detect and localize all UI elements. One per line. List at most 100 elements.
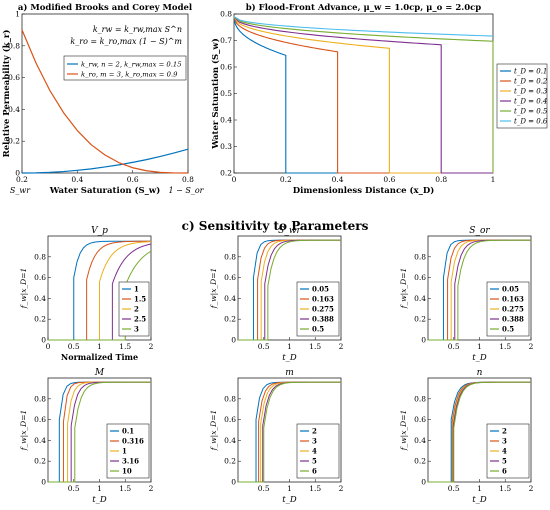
y-axis-label: f_w|x_D=1 <box>19 268 28 310</box>
x-tick-label: 1 <box>287 484 292 493</box>
legend-label-3: 5 <box>502 457 507 466</box>
series-line-4 <box>48 250 152 341</box>
y-tick-label: 0.3 <box>220 142 232 151</box>
y-tick-label: 0.4 <box>414 436 426 445</box>
x-extra-left-label: S_wr <box>10 186 31 195</box>
y-axis-label: f_w|x_D=1 <box>209 410 218 452</box>
section-c-title: c) Sensitivity to Parameters <box>182 219 369 233</box>
x-axis-label: t_D <box>472 495 487 505</box>
series-line-2 <box>48 241 152 341</box>
y-tick-label: 0.6 <box>8 73 20 82</box>
y-tick-label: 0.4 <box>414 294 426 303</box>
legend-label-4: 6 <box>312 467 317 476</box>
y-tick-label: 0.2 <box>414 315 426 324</box>
legend-label-1: 0.163 <box>502 295 524 304</box>
series-line-4 <box>428 381 531 483</box>
series-line-4 <box>233 16 494 173</box>
chart-title: V_p <box>91 226 108 236</box>
equation-kro: k_ro = k_ro,max (1 − S)^m <box>70 37 182 46</box>
series-line-2 <box>233 16 493 174</box>
legend-box <box>63 55 187 81</box>
x-tick-label: 1.5 <box>309 342 321 351</box>
x-axis-label: Normalized Time <box>61 352 138 362</box>
x-axis-label: Dimensionless Distance (x_D) <box>293 185 435 196</box>
y-tick-label: 0.4 <box>34 294 46 303</box>
x-tick-label: 0.5 <box>68 484 80 493</box>
legend-label-1: t_D = 0.2 <box>514 78 548 86</box>
legend-label-2: t_D = 0.3 <box>514 88 548 96</box>
x-tick-label: 1.5 <box>119 342 131 351</box>
legend-label-3: 5 <box>312 457 317 466</box>
y-axis-label: f_w|x_D=1 <box>19 410 28 452</box>
y-axis-label: f_w|x_D=1 <box>399 268 408 310</box>
legend-label-0: t_D = 0.1 <box>514 68 547 76</box>
x-tick-label: 0.5 <box>68 342 80 351</box>
y-tick-label: 0.4 <box>224 294 236 303</box>
x-tick-label: 0.8 <box>435 175 447 184</box>
x-tick-label: 1 <box>97 342 102 351</box>
panel-b: 0 0.2 0.4 0.6 0.8 10.20.30.40.50.60.70.8b) Fl… <box>210 2 548 196</box>
x-tick-label: 0.6 <box>383 175 395 184</box>
x-tick-label: 1.5 <box>499 484 511 493</box>
x-axis-label: t_D <box>282 353 297 363</box>
y-tick-label: 0 <box>231 478 236 487</box>
legend-label-2: 2 <box>134 305 139 314</box>
legend-label-4: t_D = 0.5 <box>514 108 548 116</box>
y-tick-label: 0.6 <box>224 273 236 282</box>
series-line-1 <box>233 16 493 174</box>
x-tick-label: 2 <box>339 342 344 351</box>
x-tick-label: 0.5 <box>258 484 270 493</box>
series-line-4 <box>238 239 341 341</box>
y-tick-label: 0.4 <box>220 116 232 125</box>
x-tick-label: 0.4 <box>71 175 83 184</box>
y-tick-label: 0.6 <box>224 415 236 424</box>
x-axis-label: t_D <box>282 495 297 505</box>
y-tick-label: 0.8 <box>34 394 46 403</box>
y-tick-label: 0.8 <box>224 394 236 403</box>
panel-c1: 0 0.5 1 1.5 200.20.40.60.8V_p11.522.53Normal… <box>19 226 154 362</box>
legend-label-3: 0.388 <box>502 315 524 324</box>
legend-label-3: t_D = 0.4 <box>514 98 547 106</box>
y-tick-label: 0.2 <box>34 315 46 324</box>
y-tick-label: 0.6 <box>414 415 426 424</box>
x-tick-label: 0.8 <box>182 175 194 184</box>
legend-label-0: 0.05 <box>502 285 519 294</box>
equation-krw: k_rw = k_rw,max S^n <box>93 25 182 34</box>
x-tick-label: 1.5 <box>309 484 321 493</box>
x-tick-label: 0.5 <box>448 484 460 493</box>
series-line-1 <box>21 29 189 174</box>
x-tick-label: 0 <box>232 175 237 184</box>
y-tick-label: 0.8 <box>414 394 426 403</box>
y-tick-label: 0.4 <box>8 105 20 114</box>
y-tick-label: 0 <box>231 336 236 345</box>
x-tick-label: 0.5 <box>258 342 270 351</box>
x-tick-label: 1 <box>477 484 482 493</box>
legend-box <box>496 63 548 129</box>
legend-label-4: 3 <box>134 325 139 334</box>
legend-label-0: 2 <box>312 427 317 436</box>
x-axis-label: t_D <box>472 353 487 363</box>
y-tick-label: 0.8 <box>8 41 20 50</box>
legend-label-0: 1 <box>134 285 139 294</box>
x-tick-label: 0.4 <box>332 175 344 184</box>
x-extra-right-label: 1 − S_or <box>169 186 205 195</box>
y-tick-label: 0.8 <box>220 10 232 19</box>
legend-label-5: t_D = 0.6 <box>514 118 548 126</box>
x-axis-label: Water Saturation (S_w) <box>49 185 161 196</box>
legend-label-2: 0.275 <box>502 305 524 314</box>
legend-label-0: 2 <box>502 427 507 436</box>
legend-label-2: 0.275 <box>312 305 334 314</box>
panel-c3: 0.5 1 1.5 200.20.40.60.8S_or0.050.1630.2750… <box>399 226 534 363</box>
y-tick-label: 0.6 <box>220 63 232 72</box>
series-line-1 <box>48 240 152 341</box>
plot-frame <box>233 13 494 174</box>
chart-title: n <box>477 368 483 378</box>
y-axis-label: Relative Permeability (k_r) <box>1 30 12 158</box>
chart-title: S_wr <box>278 226 301 236</box>
y-tick-label: 0.8 <box>224 252 236 261</box>
legend-label-3: 0.388 <box>312 315 334 324</box>
y-tick-label: 0.8 <box>414 252 426 261</box>
y-tick-label: 0.5 <box>220 89 232 98</box>
